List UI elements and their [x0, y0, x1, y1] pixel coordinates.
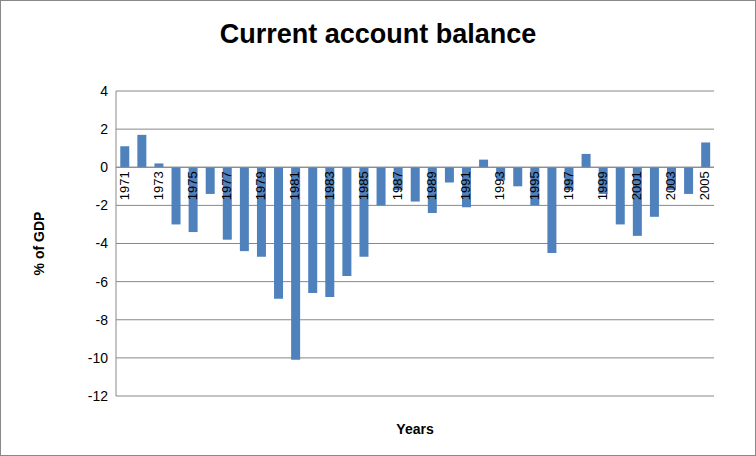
svg-text:-6: -6	[96, 274, 109, 290]
svg-text:1997: 1997	[561, 171, 576, 200]
svg-text:-10: -10	[88, 350, 108, 366]
svg-text:1995: 1995	[527, 171, 542, 200]
svg-text:1987: 1987	[390, 171, 405, 200]
svg-text:-2: -2	[96, 197, 109, 213]
svg-text:-4: -4	[96, 235, 109, 251]
html-text:Current account balance: Current account balance	[219, 19, 537, 49]
svg-text:1971: 1971	[117, 171, 132, 200]
svg-text:1973: 1973	[151, 171, 166, 200]
svg-text:4: 4	[100, 83, 108, 99]
svg-text:-12: -12	[88, 388, 108, 404]
svg-text:1979: 1979	[253, 171, 268, 200]
svg-text:0: 0	[100, 159, 108, 175]
svg-text:Years: Years	[396, 421, 434, 437]
svg-text:1981: 1981	[287, 171, 302, 200]
svg-text:1977: 1977	[219, 171, 234, 200]
svg-text:1989: 1989	[424, 171, 439, 200]
svg-text:2005: 2005	[697, 171, 712, 200]
svg-text:1991: 1991	[458, 171, 473, 200]
svg-text:1975: 1975	[185, 171, 200, 200]
svg-text:-8: -8	[96, 312, 109, 328]
svg-text:1999: 1999	[595, 171, 610, 200]
svg-text:% of GDP: % of GDP	[31, 212, 47, 276]
svg-text:1983: 1983	[322, 171, 337, 200]
svg-text:2: 2	[100, 121, 108, 137]
svg-text:1985: 1985	[356, 171, 371, 200]
svg-text:1993: 1993	[492, 171, 507, 200]
svg-text:2003: 2003	[663, 171, 678, 200]
svg-text:2001: 2001	[629, 171, 644, 200]
